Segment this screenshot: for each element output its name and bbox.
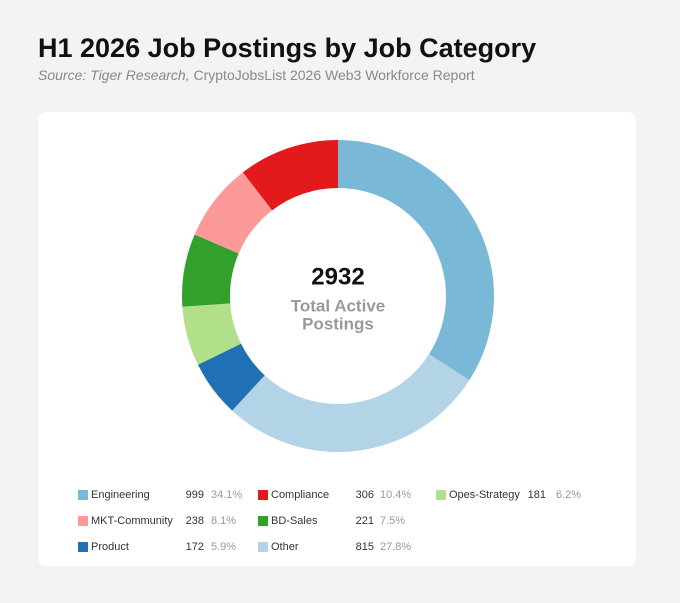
legend-share: 6.2% [556,489,581,501]
legend-count: 181 [528,489,546,501]
total-label: Total Active [291,296,385,315]
legend-swatch [78,516,88,526]
source: CryptoJobsList 2026 Web3 Workforce Repor… [194,67,475,83]
legend-swatch [258,542,268,552]
legend-swatch [78,542,88,552]
donut-segment [232,354,470,452]
legend-swatch [258,490,268,500]
legend-count: 172 [186,541,204,553]
legend-label: Product [91,541,129,553]
donut-segment [338,140,494,381]
legend-label: BD-Sales [271,515,318,527]
legend-label: MKT-Community [91,515,173,527]
title: H1 2026 Job Postings by Job Category [38,33,536,63]
legend-label: Other [271,541,299,553]
legend-share: 34.1% [211,489,242,501]
legend-count: 815 [356,541,374,553]
legend-label: Engineering [91,489,150,501]
donut-segment [182,303,242,365]
legend-share: 27.8% [380,541,411,553]
donut-segment [182,234,239,307]
legend-share: 7.5% [380,515,405,527]
legend-count: 999 [186,489,204,501]
legend-share: 5.9% [211,541,236,553]
legend-share: 8.1% [211,515,236,527]
card [38,112,636,566]
legend-share: 10.4% [380,489,411,501]
legend-swatch [78,490,88,500]
legend-label: Compliance [271,489,329,501]
legend-swatch [436,490,446,500]
donut-segment [242,140,338,211]
total-label: Postings [302,314,374,333]
legend-count: 238 [186,515,204,527]
legend-count: 306 [356,489,374,501]
donut-segment [194,172,273,254]
source-prefix: Source: Tiger Research, [38,67,190,83]
donut-segment [197,343,265,411]
legend-swatch [258,516,268,526]
legend-label: Opes-Strategy [449,489,520,501]
total: 2932 [311,263,364,290]
subtitle: Source: Tiger Research, CryptoJobsList 2… [38,67,475,83]
legend-count: 221 [356,515,374,527]
